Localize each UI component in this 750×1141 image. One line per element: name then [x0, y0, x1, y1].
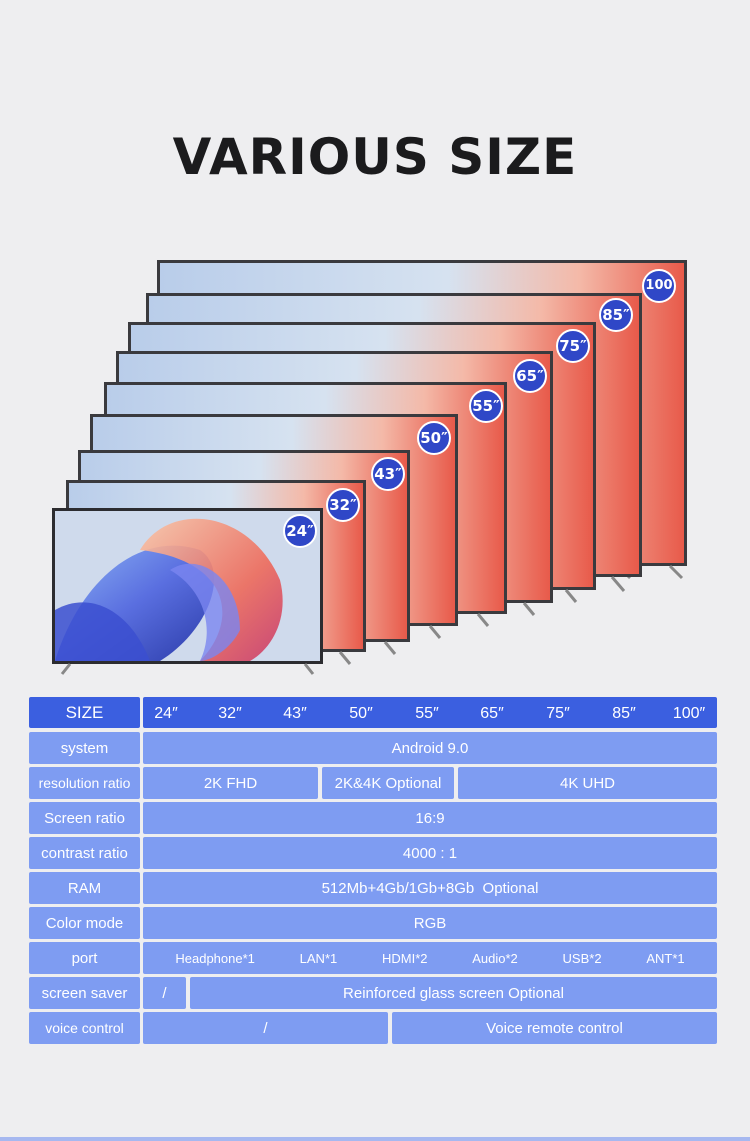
system-value: Android 9.0 [143, 732, 717, 764]
tv-stack-graphic [52, 260, 687, 675]
resolution-4k: 4K UHD [458, 767, 717, 799]
row-label-resolution: resolution ratio [29, 767, 140, 799]
port-lan: LAN*1 [299, 950, 338, 966]
voice-control-value: Voice remote control [392, 1012, 717, 1044]
row-label-color-mode: Color mode [29, 907, 140, 939]
voice-control-slash: / [143, 1012, 388, 1044]
screen-saver-value: Reinforced glass screen Optional [190, 977, 717, 1009]
screen-saver-slash: / [143, 977, 186, 1009]
contrast-value: 4000 : 1 [143, 837, 717, 869]
row-label-screen-ratio: Screen ratio [29, 802, 140, 834]
badge-85: 85″ [599, 298, 633, 332]
bottom-divider [0, 1137, 750, 1141]
row-label-ram: RAM [29, 872, 140, 904]
port-row: Headphone*1 LAN*1 HDMI*2 Audio*2 USB*2 A… [143, 942, 717, 974]
size-100: 100″ [672, 705, 706, 722]
badge-65: 65″ [513, 359, 547, 393]
tv-24 [52, 508, 323, 675]
row-label-voice-control: voice control [29, 1012, 140, 1044]
badge-75: 75″ [556, 329, 590, 363]
badge-55: 55″ [469, 389, 503, 423]
size-header: SIZE [29, 697, 140, 728]
badge-50: 50″ [417, 421, 451, 455]
badge-100: 100 [642, 269, 676, 303]
port-usb: USB*2 [562, 950, 602, 966]
page-title: VARIOUS SIZE [172, 128, 578, 186]
row-label-port: port [29, 942, 140, 974]
resolution-2k: 2K FHD [143, 767, 318, 799]
size-65: 65″ [480, 705, 504, 722]
tv-size-illustration: 100 85″ 75″ 65″ 55″ 50″ 43″ 32″ 24″ [0, 250, 750, 690]
size-55: 55″ [415, 705, 439, 722]
row-label-contrast: contrast ratio [29, 837, 140, 869]
port-headphone: Headphone*1 [175, 950, 255, 966]
port-ant: ANT*1 [646, 950, 685, 966]
size-75: 75″ [546, 705, 570, 722]
row-label-system: system [29, 732, 140, 764]
port-hdmi: HDMI*2 [381, 950, 428, 966]
size-24: 24″ [154, 705, 178, 722]
badge-32: 32″ [326, 488, 360, 522]
ram-value: 512Mb+4Gb/1Gb+8Gb Optional [143, 872, 717, 904]
screen-ratio-value: 16:9 [143, 802, 717, 834]
size-43: 43″ [283, 705, 307, 722]
resolution-2k4k: 2K&4K Optional [322, 767, 454, 799]
port-audio: Audio*2 [472, 950, 518, 966]
color-mode-value: RGB [143, 907, 717, 939]
row-label-screen-saver: screen saver [29, 977, 140, 1009]
badge-43: 43″ [371, 457, 405, 491]
size-32: 32″ [218, 705, 242, 722]
size-50: 50″ [349, 705, 373, 722]
badge-24: 24″ [283, 514, 317, 548]
size-85: 85″ [612, 705, 636, 722]
size-row [143, 697, 717, 728]
